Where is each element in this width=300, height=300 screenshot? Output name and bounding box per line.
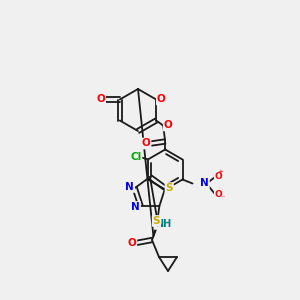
Text: O: O — [96, 94, 105, 104]
Text: +: + — [218, 169, 224, 175]
Text: Cl: Cl — [130, 152, 142, 161]
Text: O: O — [214, 172, 222, 181]
Text: N: N — [200, 178, 209, 188]
Text: O: O — [142, 139, 151, 148]
Text: O: O — [128, 238, 136, 248]
Text: O: O — [164, 121, 172, 130]
Text: O: O — [157, 94, 166, 104]
Text: S: S — [166, 183, 173, 193]
Text: N: N — [125, 182, 134, 192]
Text: NH: NH — [155, 219, 171, 229]
Text: ⁻: ⁻ — [220, 193, 225, 202]
Text: O: O — [214, 190, 222, 199]
Text: N: N — [131, 202, 140, 212]
Text: S: S — [153, 216, 160, 226]
